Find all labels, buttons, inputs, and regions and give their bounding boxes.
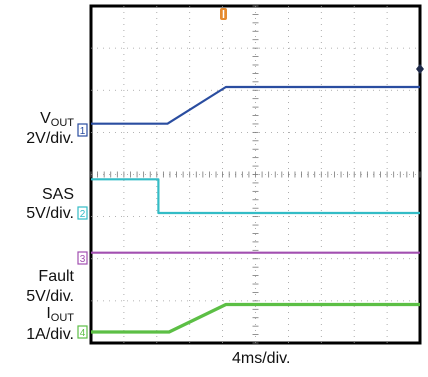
- channel-2-marker: 2: [77, 206, 88, 220]
- channel-2-marker-number: 2: [80, 209, 86, 220]
- channel-3-name: Fault: [38, 268, 74, 285]
- trace-channel-2: [91, 178, 420, 215]
- channel-4-scale: 1A/div.: [26, 326, 74, 343]
- waveform-traces: [91, 85, 420, 334]
- channel-1-marker-number: 1: [80, 126, 86, 137]
- trigger-level-icon: [416, 64, 424, 74]
- channel-1-marker: 1: [77, 123, 88, 137]
- time-scale-label: 4ms/div.: [232, 350, 291, 367]
- channel-4-name: I: [46, 305, 51, 322]
- channel-2-name: SAS: [41, 186, 74, 203]
- channel-1-label: VOUT: [0, 110, 74, 129]
- channel-4-marker-number: 4: [80, 328, 86, 339]
- trigger-position-icon: [220, 8, 227, 20]
- grid-lines: [90, 5, 421, 344]
- channel-1-scale: 2V/div.: [26, 130, 74, 147]
- channel-1-name: V: [40, 110, 51, 127]
- trace-channel-4: [91, 302, 420, 334]
- channel-4-name-sub: OUT: [50, 312, 74, 324]
- channel-4-marker: 4: [77, 325, 88, 339]
- trace-channel-1: [91, 85, 420, 125]
- channel-1-name-sub: OUT: [50, 117, 74, 129]
- channel-4-label: IOUT: [0, 305, 74, 324]
- channel-3-marker-number: 3: [80, 254, 86, 265]
- channel-3-scale: 5V/div.: [26, 288, 74, 305]
- channel-3-marker: 3: [77, 251, 88, 265]
- channel-markers: 1 2 3 4: [77, 123, 88, 339]
- channel-2-scale: 5V/div.: [26, 205, 74, 222]
